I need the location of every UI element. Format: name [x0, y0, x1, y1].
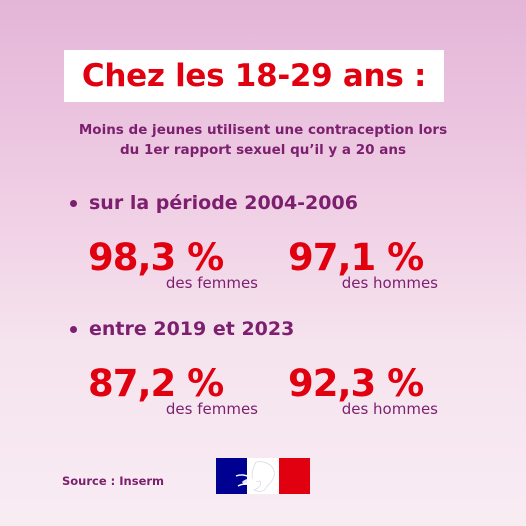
stat-value: 92,3 % — [288, 362, 424, 405]
stat-value: 98,3 % — [88, 236, 224, 279]
marianne-flag-logo-icon — [216, 458, 310, 494]
stat-men-2004-2006: 97,1 % des hommes — [268, 236, 438, 293]
page-title: Chez les 18-29 ans : — [81, 58, 427, 94]
subtitle: Moins de jeunes utilisent une contracept… — [40, 120, 486, 160]
source-credit: Source : Inserm — [62, 474, 165, 488]
stat-men-2019-2023: 92,3 % des hommes — [268, 362, 438, 419]
period-label: entre 2019 et 2023 — [89, 318, 295, 340]
stat-label: des hommes — [341, 274, 438, 292]
stat-women-2019-2023: 87,2 % des femmes — [88, 362, 258, 419]
period-label: sur la période 2004-2006 — [89, 192, 358, 214]
stat-value: 87,2 % — [88, 362, 224, 405]
title-box: Chez les 18-29 ans : — [64, 50, 444, 102]
bullet-icon — [70, 325, 77, 333]
stat-label: des hommes — [341, 400, 438, 418]
subtitle-line-2: du 1er rapport sexuel qu’il y a 20 ans — [120, 142, 406, 158]
subtitle-line-1: Moins de jeunes utilisent une contracept… — [78, 122, 448, 138]
stat-label: des femmes — [165, 274, 258, 292]
stat-label: des femmes — [165, 400, 258, 418]
period-heading-1: sur la période 2004-2006 — [70, 192, 358, 214]
stat-women-2004-2006: 98,3 % des femmes — [88, 236, 258, 293]
bullet-icon — [70, 199, 77, 207]
stat-value: 97,1 % — [288, 236, 424, 279]
period-heading-2: entre 2019 et 2023 — [70, 318, 294, 340]
